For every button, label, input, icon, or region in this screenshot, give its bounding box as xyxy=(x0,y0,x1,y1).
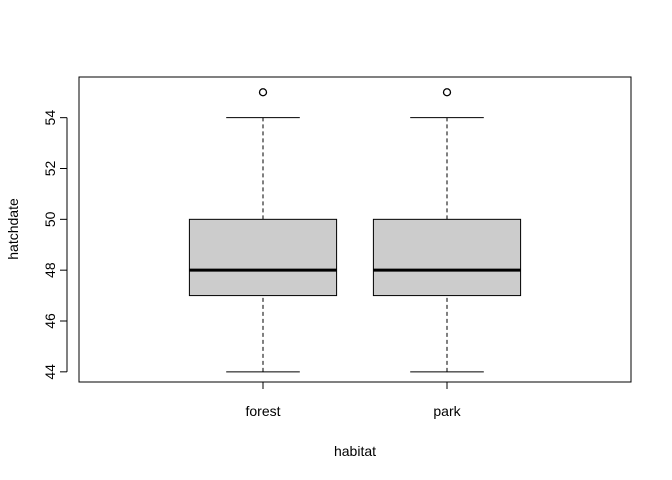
iqr-box xyxy=(372,218,522,297)
x-tick-label: forest xyxy=(245,403,280,419)
y-tick-label: 50 xyxy=(42,211,58,227)
iqr-box xyxy=(188,218,338,297)
box-forest xyxy=(188,88,338,373)
y-tick-label: 52 xyxy=(42,161,58,177)
x-tick-label: park xyxy=(433,403,461,419)
outlier-point xyxy=(442,88,452,97)
x-axis: forest park xyxy=(245,381,462,419)
plot-frame xyxy=(78,76,632,383)
y-axis-title: hatchdate xyxy=(5,198,21,260)
outlier-point xyxy=(258,88,268,97)
y-tick-label: 44 xyxy=(42,364,58,380)
y-tick-label: 46 xyxy=(42,313,58,329)
x-axis-title: habitat xyxy=(334,443,376,459)
box-park xyxy=(372,88,522,373)
y-axis: 44 46 48 50 52 54 xyxy=(42,110,68,380)
y-tick-label: 48 xyxy=(42,262,58,278)
boxes xyxy=(188,88,522,373)
y-tick-label: 54 xyxy=(42,110,58,126)
